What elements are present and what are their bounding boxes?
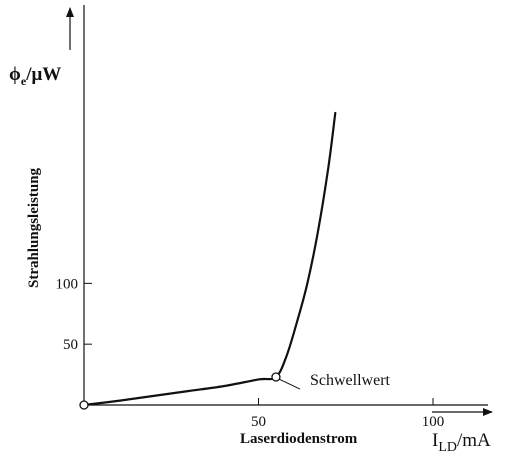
- y-unit-subscript: e: [21, 74, 27, 88]
- x-unit-subscript: LD: [438, 440, 457, 455]
- threshold-point-marker: [271, 372, 281, 382]
- x-tick-label: 50: [251, 414, 266, 430]
- y-axis-label: Strahlungsleistung: [26, 167, 42, 288]
- x-tick-label: 100: [422, 414, 445, 430]
- y-tick-label: 100: [56, 276, 79, 292]
- annotation-leader-line: [278, 378, 301, 390]
- x-axis-unit: ILD/mA: [432, 430, 491, 455]
- x-axis-label: Laserdiodenstrom: [240, 431, 358, 447]
- x-unit-main: I: [432, 430, 438, 451]
- x-unit-rest: /mA: [457, 430, 491, 451]
- origin-point-marker: [79, 400, 89, 410]
- y-tick-label: 50: [63, 337, 78, 353]
- x-tick-group: 50 100: [83, 398, 445, 430]
- y-axis-unit: ϕe/μW: [9, 64, 61, 88]
- y-unit-rest: /μW: [25, 64, 61, 85]
- y-unit-main: ϕ: [9, 64, 21, 85]
- y-tick-group: 50 100: [56, 276, 92, 406]
- series-line: [82, 111, 337, 407]
- annotation-label: Schwellwert: [310, 372, 391, 389]
